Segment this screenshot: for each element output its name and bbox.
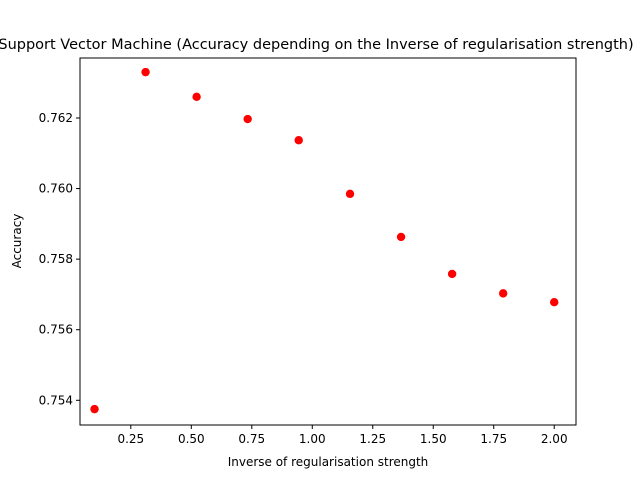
data-point — [498, 289, 508, 298]
data-point — [141, 67, 150, 77]
data-point — [550, 297, 559, 307]
data-point — [447, 269, 457, 279]
plot-area: 0.25 0.50 0.75 1.00 1.25 1.50 1.75 2.00 0.754 0.7… — [39, 57, 577, 446]
x-tick-label: 1.25 — [359, 432, 386, 446]
x-tick-label: 1.75 — [480, 432, 507, 446]
y-tick-label: 0.754 — [39, 393, 73, 407]
x-tick-label: 0.50 — [178, 432, 205, 446]
plot-frame — [79, 57, 577, 426]
x-tick-label: 0.25 — [117, 432, 144, 446]
chart-title: Support Vector Machine (Accuracy dependi… — [0, 37, 634, 53]
data-point — [243, 114, 252, 124]
y-axis-label: Accuracy — [10, 214, 24, 269]
x-tick-label: 1.00 — [299, 432, 326, 446]
data-point — [396, 232, 406, 242]
data-point — [192, 92, 201, 102]
y-tick-label: 0.762 — [39, 111, 73, 125]
x-tick-label: 1.50 — [420, 432, 447, 446]
y-tick-label: 0.758 — [39, 252, 73, 266]
x-axis-label: Inverse of regularisation strength — [228, 455, 429, 469]
y-tick-label: 0.756 — [39, 323, 73, 337]
data-point — [90, 404, 99, 414]
x-tick-label: 0.75 — [238, 432, 265, 446]
y-tick-label: 0.760 — [39, 182, 73, 196]
x-tick-label: 2.00 — [541, 432, 568, 446]
data-point — [345, 189, 355, 199]
data-point — [294, 136, 303, 145]
